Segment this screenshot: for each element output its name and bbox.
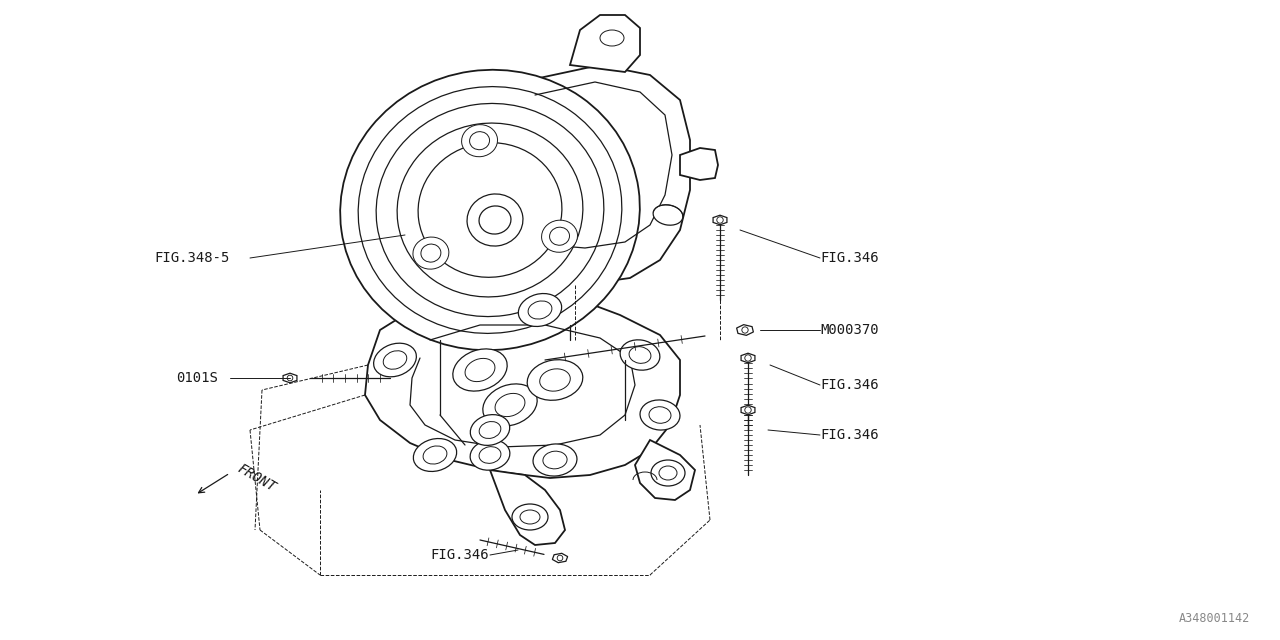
Polygon shape bbox=[570, 15, 640, 72]
Ellipse shape bbox=[467, 194, 524, 246]
Ellipse shape bbox=[483, 384, 538, 426]
Polygon shape bbox=[283, 373, 297, 383]
Polygon shape bbox=[736, 324, 754, 335]
Text: M000370: M000370 bbox=[820, 323, 878, 337]
Polygon shape bbox=[741, 405, 755, 415]
Ellipse shape bbox=[413, 438, 457, 472]
Text: FRONT: FRONT bbox=[236, 461, 278, 495]
Ellipse shape bbox=[653, 205, 682, 225]
Text: A348001142: A348001142 bbox=[1179, 612, 1251, 625]
Ellipse shape bbox=[470, 440, 509, 470]
Polygon shape bbox=[365, 295, 680, 478]
Ellipse shape bbox=[470, 415, 509, 445]
Polygon shape bbox=[490, 470, 564, 545]
Ellipse shape bbox=[518, 294, 562, 326]
Ellipse shape bbox=[541, 220, 577, 252]
Text: FIG.346: FIG.346 bbox=[430, 548, 489, 562]
Ellipse shape bbox=[620, 340, 660, 370]
Ellipse shape bbox=[462, 125, 498, 157]
Ellipse shape bbox=[374, 343, 416, 377]
Polygon shape bbox=[713, 215, 727, 225]
Ellipse shape bbox=[532, 444, 577, 476]
Ellipse shape bbox=[413, 237, 449, 269]
Polygon shape bbox=[680, 148, 718, 180]
Ellipse shape bbox=[340, 70, 640, 350]
Polygon shape bbox=[741, 353, 755, 363]
Text: FIG.346: FIG.346 bbox=[820, 378, 878, 392]
Polygon shape bbox=[553, 554, 567, 563]
Text: FIG.348-5: FIG.348-5 bbox=[155, 251, 230, 265]
Ellipse shape bbox=[453, 349, 507, 391]
Polygon shape bbox=[635, 440, 695, 500]
Text: FIG.346: FIG.346 bbox=[820, 251, 878, 265]
Ellipse shape bbox=[640, 400, 680, 430]
Ellipse shape bbox=[527, 360, 582, 400]
Text: FIG.346: FIG.346 bbox=[820, 428, 878, 442]
Polygon shape bbox=[495, 65, 690, 285]
Text: 0101S: 0101S bbox=[177, 371, 218, 385]
